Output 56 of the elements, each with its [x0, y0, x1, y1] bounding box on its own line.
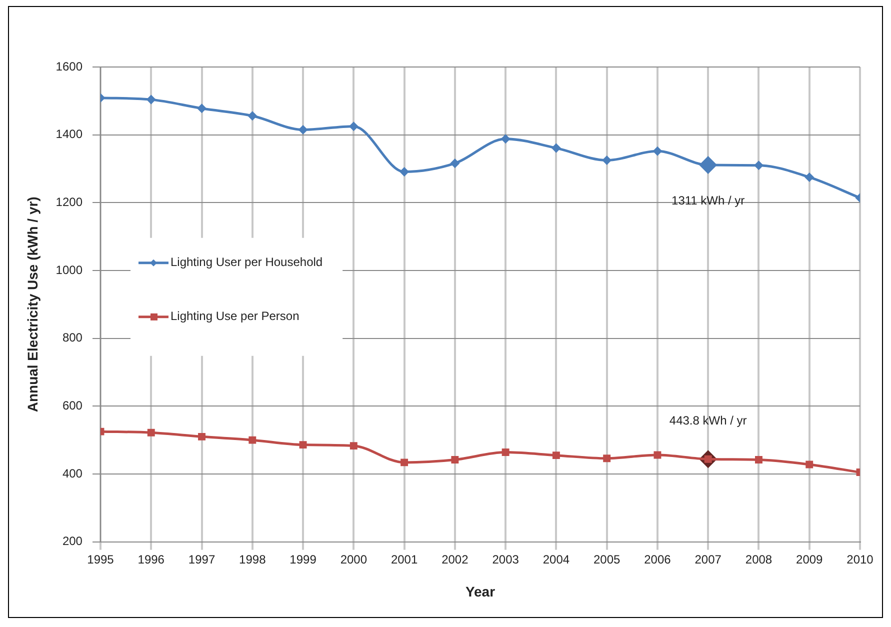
y-tick-label: 1600 [56, 59, 83, 74]
annotation: 443.8 kWh / yr [669, 413, 747, 428]
point [147, 428, 155, 436]
x-tick-label: 2009 [796, 552, 824, 566]
y-tick-label: 1000 [56, 262, 83, 277]
point [653, 146, 662, 156]
x-tick-label: 2006 [644, 552, 672, 566]
point [451, 456, 459, 464]
x-tick-label: 1999 [290, 552, 317, 566]
point [754, 161, 763, 170]
point [146, 95, 156, 104]
point [198, 104, 206, 113]
x-tick-label: 2004 [542, 552, 570, 566]
x-axis-title: Year [465, 583, 496, 600]
point [248, 436, 256, 444]
x-tick-label: 2005 [593, 552, 620, 566]
point [349, 122, 358, 131]
x-tick-label: 1997 [188, 552, 216, 566]
y-tick-label: 800 [62, 330, 83, 345]
point [198, 432, 206, 440]
point [501, 134, 510, 144]
y-tick-label: 600 [62, 398, 83, 412]
point [755, 456, 762, 464]
x-tick-label: 2003 [492, 552, 520, 566]
annotation: 1311 kWh / yr [672, 193, 745, 208]
point [805, 172, 814, 182]
point [806, 460, 814, 468]
x-tick-label: 1995 [87, 552, 114, 566]
y-axis-title: Annual Electricity Use (kWh / yr) [24, 196, 40, 412]
point [603, 454, 611, 462]
point [552, 452, 560, 460]
x-tick-label: 1998 [239, 552, 266, 566]
legend-label: Lighting User per Household [170, 255, 323, 270]
point [400, 168, 409, 176]
legend-label: Lighting Use per Person [170, 309, 300, 324]
x-tick-label: 2001 [390, 552, 418, 566]
y-tick-label: 1200 [56, 194, 83, 209]
y-tick-label: 400 [62, 466, 83, 480]
x-tick-label: 2010 [846, 552, 874, 566]
x-tick-label: 2000 [340, 552, 368, 566]
y-tick-label: 200 [62, 534, 83, 548]
point [299, 441, 307, 449]
x-tick-label: 1996 [138, 552, 165, 566]
point [552, 144, 560, 152]
point [350, 442, 358, 450]
point [400, 458, 408, 466]
x-tick-label: 2002 [442, 552, 469, 566]
x-tick-label: 2007 [694, 552, 722, 566]
x-tick-label: 2008 [745, 552, 772, 566]
point [654, 451, 662, 459]
point [298, 125, 308, 134]
point [450, 159, 460, 168]
point [602, 156, 612, 165]
y-tick-label: 1400 [56, 127, 83, 142]
point [248, 112, 257, 120]
point [502, 448, 510, 456]
